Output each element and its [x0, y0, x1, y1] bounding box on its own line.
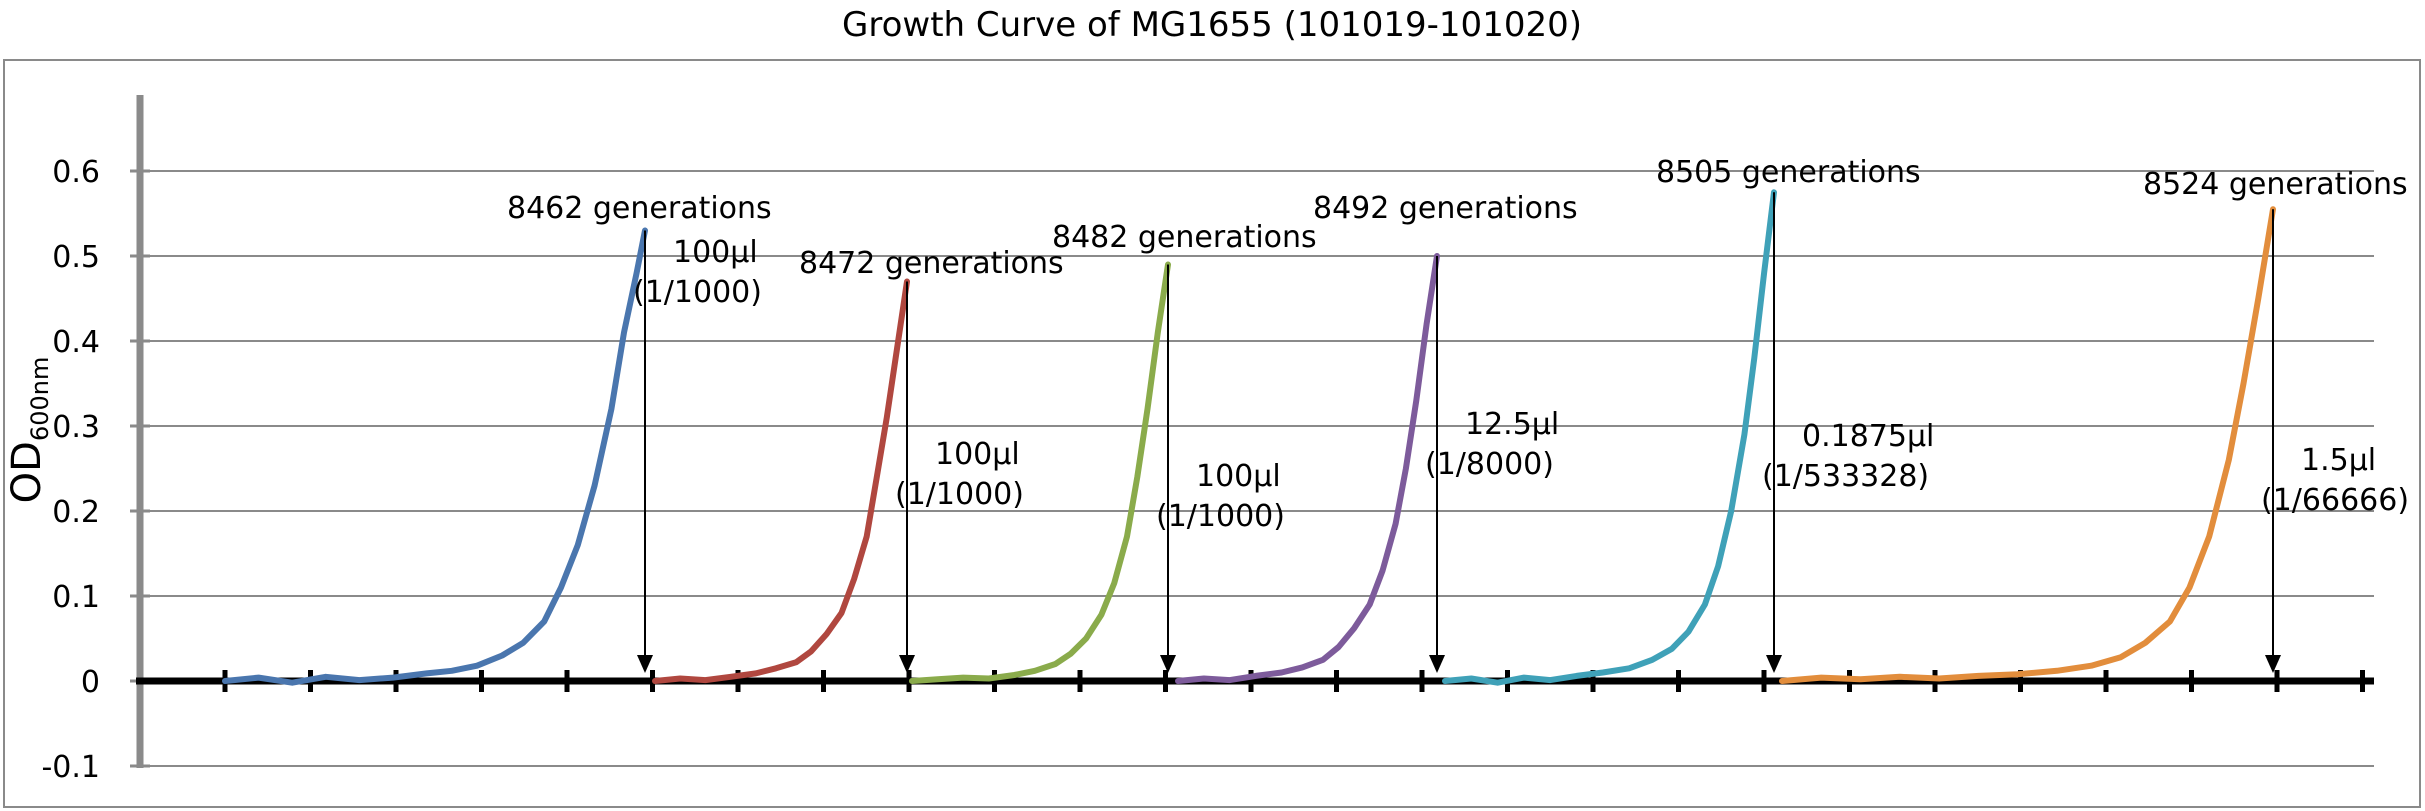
y-tick-labels: 0.6 0.5 0.4 0.3 0.2 0.1 0 -0.1: [41, 155, 100, 785]
arrow-head: [1160, 655, 1176, 673]
dilution-ratio-label: (1/533328): [1762, 459, 1929, 494]
y-tick-label: 0.6: [52, 155, 100, 190]
generation-label: 8505 generations: [1656, 155, 1921, 190]
dilution-volume-label: 100μl: [673, 235, 758, 270]
y-axis-label-main: OD: [4, 441, 50, 503]
generation-label: 8482 generations: [1052, 220, 1317, 255]
generation-label: 8472 generations: [799, 246, 1064, 281]
y-tick-label: 0.3: [52, 410, 100, 445]
generation-label: 8524 generations: [2143, 167, 2408, 202]
growth-curves: [222, 189, 2276, 686]
arrow-head: [899, 655, 915, 673]
arrow-head: [2265, 655, 2281, 673]
dilution-ratio-label: (1/8000): [1425, 447, 1554, 482]
series-line: [222, 227, 648, 686]
annotations: 8462 generations 100μl (1/1000) 8472 genera…: [507, 155, 2409, 673]
y-tick-label: 0.1: [52, 580, 100, 615]
arrow-head: [1429, 655, 1445, 673]
dilution-ratio-label: (1/66666): [2261, 483, 2409, 518]
arrow-head: [1766, 655, 1782, 673]
y-tick-label: -0.1: [41, 750, 100, 785]
series-line: [652, 278, 910, 684]
dilution-ratio-label: (1/1000): [633, 275, 762, 310]
series-line: [1442, 189, 1777, 686]
series-line: [1175, 253, 1440, 684]
y-axis-label-subscript: 600nm: [26, 357, 54, 441]
dilution-ratio-label: (1/1000): [1156, 499, 1285, 534]
dilution-volume-label: 1.5μl: [2301, 443, 2376, 478]
y-tick-label: 0: [81, 665, 100, 700]
y-tick-label: 0.5: [52, 240, 100, 275]
generation-label: 8492 generations: [1313, 191, 1578, 226]
dilution-ratio-label: (1/1000): [895, 477, 1024, 512]
dilution-volume-label: 100μl: [1196, 459, 1281, 494]
chart-title: Growth Curve of MG1655 (101019-101020): [842, 5, 1582, 45]
series-line: [1779, 206, 2276, 684]
dilution-volume-label: 12.5μl: [1465, 407, 1559, 442]
dilution-volume-label: 100μl: [935, 437, 1020, 472]
arrow-head: [637, 655, 653, 673]
series-line: [909, 261, 1171, 684]
y-axis-label: OD600nm: [4, 357, 54, 504]
y-tick-label: 0.4: [52, 325, 100, 360]
generation-label: 8462 generations: [507, 191, 772, 226]
y-tick-label: 0.2: [52, 495, 100, 530]
plot-frame: [3, 59, 2421, 808]
dilution-volume-label: 0.1875μl: [1802, 419, 1934, 454]
